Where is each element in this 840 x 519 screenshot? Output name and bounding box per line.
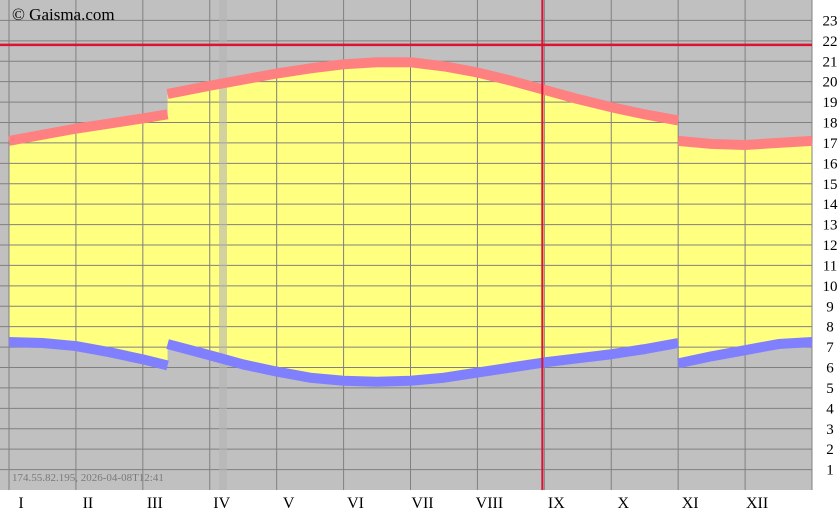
sunrise-line xyxy=(166,338,680,387)
y-tick-label: 2 xyxy=(826,442,834,458)
y-tick-label: 13 xyxy=(823,218,838,234)
y-tick-label: 6 xyxy=(826,361,834,377)
y-tick-label: 17 xyxy=(823,136,839,152)
current-time-marker xyxy=(0,0,812,490)
y-tick-label: 10 xyxy=(823,279,838,295)
vertical-grid xyxy=(8,0,813,490)
x-tick-label: V xyxy=(283,495,295,512)
sunset-line xyxy=(166,57,680,126)
y-tick-label: 19 xyxy=(823,95,838,111)
x-tick-label: II xyxy=(83,495,94,512)
x-tick-label: X xyxy=(617,495,629,512)
y-tick-label: 4 xyxy=(826,401,834,417)
y-tick-label: 8 xyxy=(826,320,834,336)
y-tick-label: 1 xyxy=(826,463,834,479)
sunset-line xyxy=(677,135,813,150)
x-tick-label: VIII xyxy=(476,495,504,512)
sun-lines xyxy=(8,57,813,387)
y-tick-label: 9 xyxy=(826,299,834,315)
y-tick-label: 18 xyxy=(823,116,838,132)
y-tick-label: 12 xyxy=(823,238,838,254)
x-tick-labels: I II III IV V VI VII VIII IX X XI XII xyxy=(18,495,768,512)
y-tick-label: 14 xyxy=(823,197,839,213)
footer-info: 174.55.82.195, 2026-04-08T12:41 xyxy=(12,472,164,484)
y-tick-label: 16 xyxy=(823,156,839,172)
y-tick-label: 23 xyxy=(823,13,838,29)
x-tick-label: III xyxy=(147,495,163,512)
x-tick-label: XII xyxy=(746,495,768,512)
y-tick-label: 5 xyxy=(826,381,834,397)
sunset-line xyxy=(8,109,169,146)
y-tick-label: 20 xyxy=(823,75,838,91)
x-tick-label: XI xyxy=(682,495,699,512)
x-tick-label: I xyxy=(18,495,23,512)
y-tick-label: 22 xyxy=(823,34,838,50)
copyright-label[interactable]: © Gaisma.com xyxy=(12,5,115,24)
stripe-marker xyxy=(219,0,227,490)
sunrise-line xyxy=(677,336,813,369)
x-tick-label: VI xyxy=(347,495,364,512)
y-tick-label: 3 xyxy=(826,422,834,438)
x-tick-label: IV xyxy=(213,495,230,512)
x-tick-label: IX xyxy=(548,495,565,512)
y-tick-label: 15 xyxy=(823,177,838,193)
sunrise-line xyxy=(8,336,169,371)
x-tick-label: VII xyxy=(411,495,433,512)
y-tick-label: 7 xyxy=(826,340,834,356)
y-tick-label: 21 xyxy=(823,54,838,70)
y-tick-label: 11 xyxy=(823,258,837,274)
